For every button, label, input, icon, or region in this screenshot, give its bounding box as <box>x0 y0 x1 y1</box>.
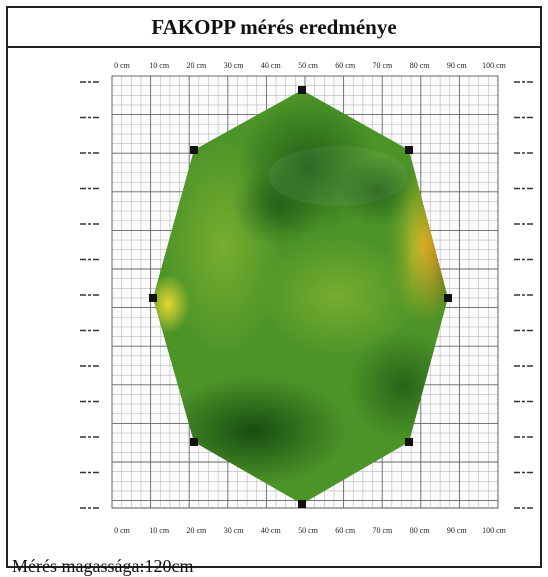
sensor-markers <box>149 86 452 508</box>
report-frame: FAKOPP mérés eredménye <box>6 6 542 576</box>
bottom-axis-labels: 0 cm 10 cm 20 cm 30 cm 40 cm 50 cm 60 cm 70 cm 8… <box>114 526 507 535</box>
axis-tick-label: 30 cm <box>224 526 245 535</box>
tomogram-chart: 0 cm 10 cm 20 cm 30 cm 40 cm 50 cm 60 cm 70 cm 8… <box>80 61 534 535</box>
axis-tick-label: 70 cm <box>373 61 394 70</box>
axis-tick-label: 60 cm <box>335 526 356 535</box>
axis-tick-label: 90 cm <box>447 526 468 535</box>
axis-tick-label: 50 cm <box>298 526 319 535</box>
axis-tick-label: 20 cm <box>187 526 208 535</box>
axis-tick-label: 30 cm <box>224 61 245 70</box>
axis-tick-label: 20 cm <box>187 61 208 70</box>
axis-tick-label: 80 cm <box>410 61 431 70</box>
measurement-height: Mérés magassága:120cm <box>12 556 194 576</box>
side-ticks <box>80 81 534 509</box>
axis-tick-label: 90 cm <box>447 61 468 70</box>
axis-tick-label: 40 cm <box>261 61 282 70</box>
axis-tick-label: 10 cm <box>149 61 170 70</box>
report-title: FAKOPP mérés eredménye <box>8 8 540 48</box>
axis-tick-label: 60 cm <box>335 61 356 70</box>
axis-tick-label: 10 cm <box>149 526 170 535</box>
axis-tick-label: 100 cm <box>482 61 507 70</box>
top-axis-labels: 0 cm 10 cm 20 cm 30 cm 40 cm 50 cm 60 cm 70 cm 8… <box>114 61 507 70</box>
axis-tick-label: 80 cm <box>410 526 431 535</box>
axis-tick-label: 50 cm <box>298 61 319 70</box>
axis-tick-label: 0 cm <box>114 526 131 535</box>
axis-tick-label: 100 cm <box>482 526 507 535</box>
axis-tick-label: 0 cm <box>114 61 131 70</box>
axis-tick-label: 70 cm <box>373 526 394 535</box>
axis-tick-label: 40 cm <box>261 526 282 535</box>
